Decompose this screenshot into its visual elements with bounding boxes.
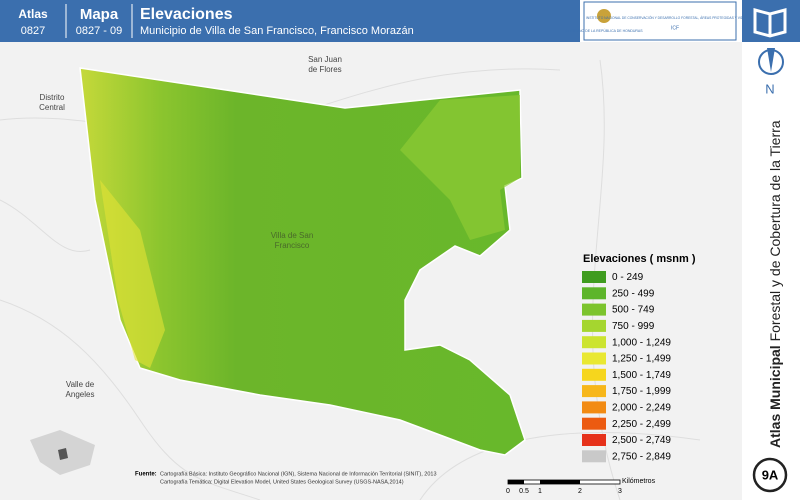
source: Fuente: Cartografía Básica: Instituto Geo… [135,471,437,485]
logo-text: ICF [671,25,679,31]
scale-bar-segment [508,480,524,484]
north-label: N [765,81,774,96]
logo-text: GOBIERNO DE LA REPÚBLICA DE HONDURAS [565,29,643,33]
legend-swatch [582,336,606,349]
terrain-peak [100,180,165,368]
legend-label: 0 - 249 [612,272,644,283]
legend-swatch [582,352,606,365]
map-title: Elevaciones [140,6,233,23]
place-label: Francisco [275,241,310,250]
side-title: Atlas Municipal Forestal y de Cobertura … [767,120,783,448]
legend-swatch [582,287,606,300]
legend-label: 1,000 - 1,249 [612,337,671,348]
legend-label: 2,500 - 2,749 [612,435,671,446]
scale-tick-label: 3 [618,488,622,495]
place-label: de Flores [308,65,341,74]
legend-swatch [582,450,606,463]
legend-swatch [582,434,606,446]
legend-swatch [582,385,606,398]
source-line: Cartografía Básica: Instituto Geográfico… [160,471,437,477]
scale-tick-label: 1 [538,488,542,495]
logo-text: INSTITUTO NACIONAL DE CONSERVACIÓN Y DES… [586,15,765,20]
legend-label: 2,000 - 2,249 [612,403,671,414]
place-label: Angeles [66,390,95,399]
place-label: Villa de San [271,231,314,240]
source-line: Cartografía Temática: Digital Elevation … [160,479,404,485]
north-arrow [767,48,775,72]
legend-title: Elevaciones ( msnm ) [583,253,696,265]
legend-label: 250 - 499 [612,288,655,299]
legend-swatch [582,368,606,381]
place-label: Central [39,103,65,112]
logo-box [583,1,737,41]
place-label: Valle de [66,380,95,389]
scale-bar-segment [540,480,580,484]
source-label: Fuente: [135,472,157,478]
legend: Elevaciones ( msnm ) 0 - 249 250 - 499 500 … [582,253,696,463]
header-bar [0,0,580,42]
legend-label: 1,250 - 1,499 [612,354,671,365]
legend-swatch [582,417,606,430]
legend-label: 2,750 - 2,849 [612,451,671,462]
coat-of-arms [597,9,611,23]
scale-tick-label: 2 [578,488,582,495]
place-label: San Juan [308,55,342,64]
mapa-label: Mapa [80,6,119,23]
legend-label: 1,500 - 1,749 [612,370,671,381]
map-subtitle: Municipio de Villa de San Francisco, Fra… [140,25,414,37]
badge [752,457,788,493]
legend-label: 500 - 749 [612,305,655,316]
legend-swatch [582,401,606,414]
mapa-number: 0827 - 09 [76,25,122,37]
terrain-high [400,95,520,240]
scale-tick-label: 0 [506,488,510,495]
legend-label: 1,750 - 1,999 [612,386,671,397]
book-icon [753,8,787,38]
legend-swatch [582,271,606,283]
scale-unit: Kilómetros [622,478,656,485]
side-title-rest: Forestal y de Cobertura de la Tierra [767,120,783,341]
legend-swatch [582,319,606,332]
badge-label: 9A [762,467,779,482]
legend-label: 750 - 999 [612,321,655,332]
atlas-number: 0827 [21,25,45,37]
north-circle [758,49,784,75]
side-title-bold: Atlas Municipal [767,345,783,448]
locator-highlight [58,448,68,460]
legend-label: 2,250 - 2,499 [612,419,671,430]
legend-swatch [582,303,606,316]
place-label: Distrito [40,93,65,102]
scale-tick-label: 0.5 [519,488,529,495]
atlas-label: Atlas [18,7,48,21]
